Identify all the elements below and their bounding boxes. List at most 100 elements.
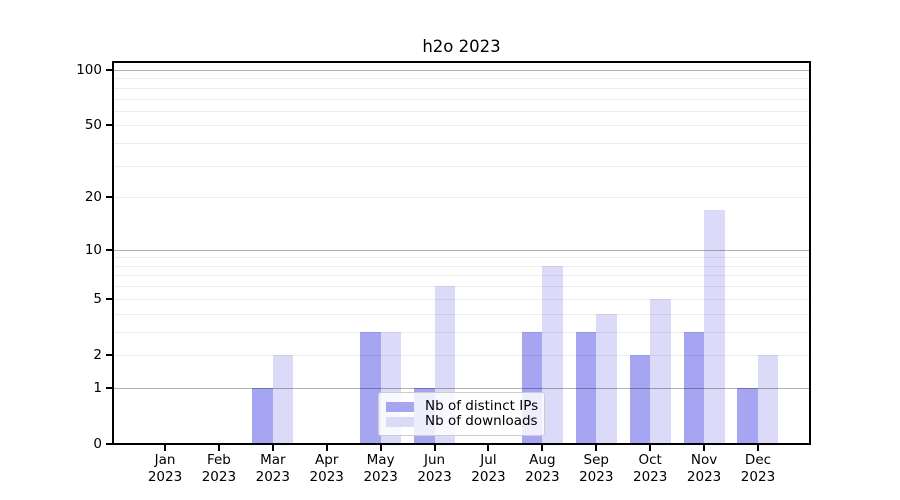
bar-sep-downloads: [596, 313, 617, 443]
x-axis-tick: [756, 445, 759, 451]
y-tick-label: 50: [84, 117, 102, 134]
minor-gridline: [114, 165, 809, 167]
minor-gridline: [114, 298, 809, 300]
major-gridline: [114, 249, 809, 251]
bar-sep-distinct-ips: [575, 331, 597, 443]
year-label: 2023: [525, 468, 560, 485]
bar-aug-downloads: [542, 265, 563, 443]
y-tick-label: 20: [84, 189, 102, 206]
year-label: 2023: [201, 468, 237, 485]
y-tick-label: 2: [93, 346, 102, 363]
x-axis-tick: [271, 445, 274, 451]
x-axis-tick: [217, 445, 220, 451]
year-label: 2023: [632, 468, 668, 485]
y-tick-label: 10: [84, 241, 102, 258]
y-axis-tick: [106, 69, 112, 71]
x-axis-tick: [487, 445, 490, 451]
y-axis-tick: [106, 124, 112, 127]
month-label: May: [366, 452, 395, 468]
minor-gridline: [114, 354, 809, 356]
chart-title: h2o 2023: [422, 37, 501, 56]
minor-gridline: [114, 98, 809, 100]
month-label: Mar: [260, 452, 286, 468]
minor-gridline: [114, 142, 809, 144]
y-axis-tick: [106, 196, 112, 199]
x-axis-tick: [164, 445, 166, 451]
legend: Nb of distinct IPs Nb of downloads: [378, 392, 545, 436]
y-axis-tick: [106, 297, 112, 300]
month-label: Aug: [529, 452, 556, 468]
x-axis-tick: [433, 445, 436, 451]
x-tick-label: Sep 2023: [551, 452, 641, 485]
month-label: Jul: [480, 452, 497, 468]
x-tick-label: Apr 2023: [282, 452, 372, 485]
bar-mar-downloads: [272, 354, 294, 443]
x-axis-tick: [649, 445, 652, 451]
bar-nov-distinct-ips: [683, 331, 705, 443]
minor-gridline: [114, 285, 809, 287]
month-label: Dec: [744, 452, 772, 468]
month-label: Feb: [206, 452, 231, 468]
year-label: 2023: [686, 468, 722, 485]
x-axis-tick: [703, 445, 706, 451]
x-tick-label: Mar 2023: [228, 452, 318, 485]
x-axis-tick: [541, 445, 544, 451]
year-label: 2023: [255, 468, 290, 485]
minor-gridline: [114, 265, 809, 267]
x-tick-label: Aug 2023: [497, 452, 587, 485]
x-tick-label: Dec 2023: [713, 452, 803, 485]
bar-dec-distinct-ips: [737, 387, 758, 443]
y-tick-label: 5: [93, 290, 102, 307]
x-tick-label: Nov 2023: [659, 452, 749, 485]
year-label: 2023: [309, 468, 344, 485]
month-label: Jan: [154, 452, 176, 468]
minor-gridline: [114, 110, 809, 112]
bar-oct-downloads: [650, 298, 671, 443]
year-label: 2023: [471, 468, 506, 485]
minor-gridline: [114, 331, 809, 333]
minor-gridline: [114, 196, 809, 198]
y-tick-label: 0: [93, 436, 102, 452]
bar-oct-distinct-ips: [629, 354, 651, 443]
minor-gridline: [114, 313, 809, 315]
x-tick-label: Feb 2023: [174, 452, 264, 485]
minor-gridline: [114, 87, 809, 89]
bar-nov-downloads: [704, 209, 725, 443]
x-tick-label: Jun 2023: [390, 452, 480, 485]
x-tick-label: Jul 2023: [443, 452, 533, 485]
month-label: Apr: [315, 452, 339, 468]
month-label: Sep: [583, 452, 609, 468]
x-axis-tick: [379, 445, 382, 451]
legend-swatch-downloads: [386, 416, 414, 427]
y-tick-label: 100: [76, 62, 102, 78]
y-axis-tick: [106, 386, 112, 389]
legend-label-distinct-ips: Nb of distinct IPs: [425, 398, 539, 414]
legend-swatch-distinct-ips: [386, 401, 414, 412]
y-axis-tick: [106, 248, 112, 251]
major-gridline: [114, 387, 809, 389]
x-axis-tick: [595, 445, 598, 451]
legend-item-downloads: Nb of downloads: [386, 413, 538, 429]
x-tick-label: Oct 2023: [605, 452, 695, 485]
y-axis-tick: [106, 443, 112, 445]
x-tick-label: May 2023: [336, 452, 426, 485]
minor-gridline: [114, 274, 809, 276]
year-label: 2023: [417, 468, 452, 485]
major-gridline: [114, 69, 809, 71]
legend-item-distinct-ips: Nb of distinct IPs: [386, 398, 539, 414]
minor-gridline: [114, 124, 809, 126]
year-label: 2023: [147, 468, 183, 485]
minor-gridline: [114, 77, 809, 79]
bar-may-distinct-ips: [360, 331, 381, 443]
legend-label-downloads: Nb of downloads: [425, 413, 538, 429]
top-spine: [112, 61, 811, 63]
year-label: 2023: [740, 468, 776, 485]
month-label: Oct: [638, 452, 662, 468]
bar-mar-distinct-ips: [252, 387, 273, 443]
y-axis-tick: [106, 353, 112, 356]
right-spine: [809, 61, 811, 445]
bar-dec-downloads: [757, 354, 779, 443]
month-label: Nov: [690, 452, 718, 468]
minor-gridline: [114, 256, 809, 258]
